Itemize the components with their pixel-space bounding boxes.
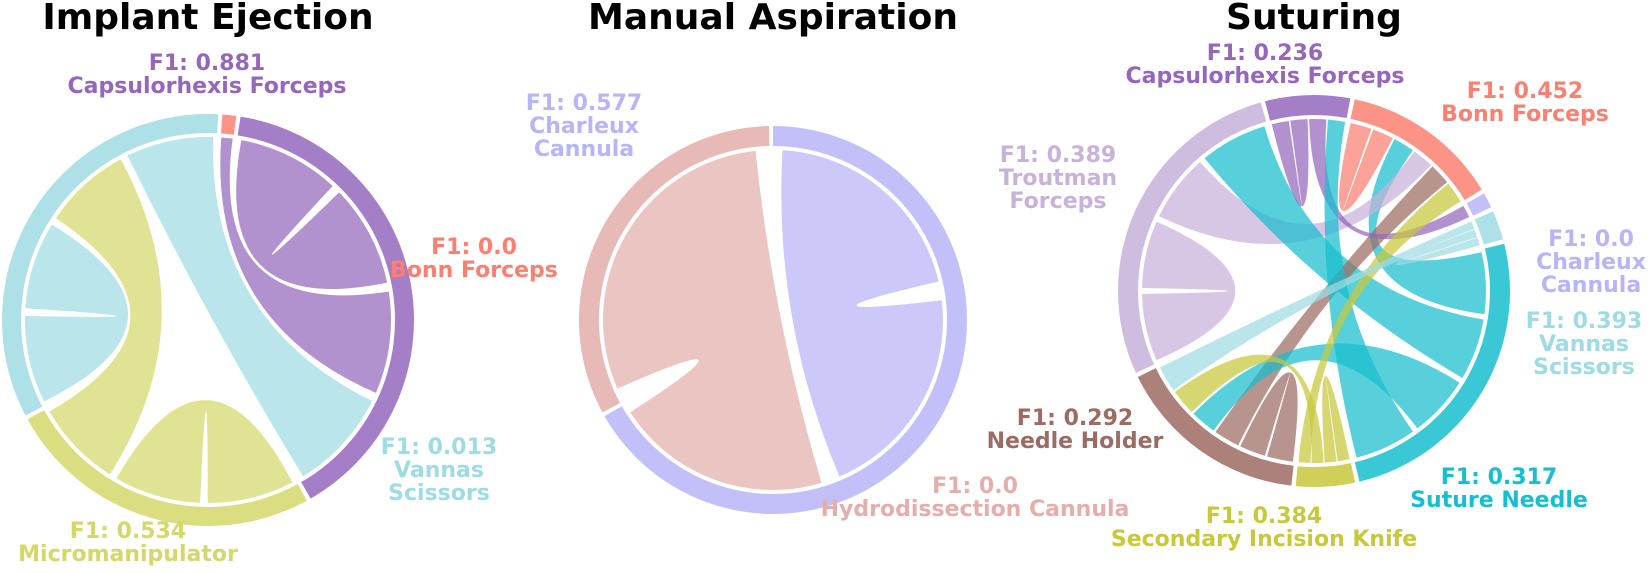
chord-link bbox=[1322, 375, 1350, 463]
node-arc bbox=[1354, 243, 1510, 482]
node-arc bbox=[1265, 95, 1351, 121]
panel-title: Implant Ejection bbox=[42, 0, 373, 38]
chord-link bbox=[236, 140, 388, 290]
node-arc bbox=[1, 114, 219, 416]
chord-link bbox=[127, 136, 373, 477]
chord-link bbox=[1142, 221, 1236, 361]
node-label: F1: 0.384 Secondary Incision Knife bbox=[1111, 504, 1417, 552]
chord-links bbox=[25, 136, 392, 504]
chord-link bbox=[1174, 354, 1324, 463]
panel-suturing: Suturing F1: 0.452 Bonn Forceps F1: 0.0 Cha… bbox=[987, 0, 1646, 552]
chord-link bbox=[25, 224, 129, 402]
chord-link bbox=[1339, 122, 1393, 211]
panel-title: Suturing bbox=[1226, 0, 1402, 38]
node-arc bbox=[1466, 193, 1492, 216]
chord-link bbox=[1368, 139, 1486, 315]
chord-link bbox=[1159, 151, 1432, 245]
chord-links bbox=[603, 150, 943, 490]
node-arc bbox=[27, 410, 307, 527]
node-label: F1: 0.317 Suture Needle bbox=[1410, 465, 1588, 513]
node-label: F1: 0.393 Vannas Scissors bbox=[1526, 309, 1642, 380]
chord-link bbox=[781, 150, 943, 477]
node-arc bbox=[1137, 368, 1294, 486]
node-label: F1: 0.452 Bonn Forceps bbox=[1441, 79, 1609, 127]
node-arc bbox=[221, 114, 237, 135]
panel-manual-aspiration: Manual Aspiration F1: 0.577 Charleux Cannu… bbox=[526, 0, 1130, 522]
node-label: F1: 0.389 Troutman Forceps bbox=[999, 143, 1117, 214]
node-label: F1: 0.0 Hydrodissection Cannula bbox=[821, 474, 1130, 522]
node-arc bbox=[237, 116, 414, 499]
node-label: F1: 0.577 Charleux Cannula bbox=[526, 91, 642, 162]
chord-link bbox=[1309, 118, 1470, 240]
chord-link bbox=[1240, 372, 1298, 462]
chord-links bbox=[1142, 118, 1486, 463]
chord-link bbox=[220, 137, 392, 393]
chord-link bbox=[116, 400, 293, 504]
node-arcs bbox=[1, 114, 414, 527]
panel-implant-ejection: Implant Ejection F1: 0.0 Bonn Forceps F1: … bbox=[1, 0, 558, 567]
chord-link bbox=[1395, 229, 1480, 265]
chord-link bbox=[1271, 119, 1309, 207]
node-arc bbox=[1474, 211, 1504, 245]
node-arc bbox=[1350, 99, 1482, 200]
node-label: F1: 0.534 Micromanipulator bbox=[18, 519, 238, 567]
node-arc bbox=[1295, 463, 1356, 487]
chord-link bbox=[1215, 166, 1448, 446]
node-label: F1: 0.0 Bonn Forceps bbox=[390, 235, 558, 283]
chord-link bbox=[1298, 183, 1461, 463]
node-label: F1: 0.013 Vannas Scissors bbox=[381, 435, 497, 506]
node-arc bbox=[578, 126, 770, 413]
chord-link bbox=[1159, 221, 1475, 391]
node-label: F1: 0.881 Capsulorhexis Forceps bbox=[68, 51, 347, 99]
node-arc bbox=[1117, 102, 1267, 373]
node-label: F1: 0.0 Charleux Cannula bbox=[1536, 227, 1646, 298]
chord-link bbox=[1193, 343, 1460, 431]
chord-link bbox=[1324, 119, 1414, 458]
node-label: F1: 0.292 Needle Holder bbox=[987, 406, 1164, 454]
chord-link bbox=[603, 150, 822, 490]
chord-link bbox=[1204, 126, 1484, 379]
chord-link bbox=[49, 159, 162, 475]
panel-title: Manual Aspiration bbox=[588, 0, 958, 38]
node-arcs bbox=[578, 126, 967, 514]
node-arcs bbox=[1117, 95, 1510, 487]
node-label: F1: 0.236 Capsulorhexis Forceps bbox=[1126, 41, 1405, 89]
